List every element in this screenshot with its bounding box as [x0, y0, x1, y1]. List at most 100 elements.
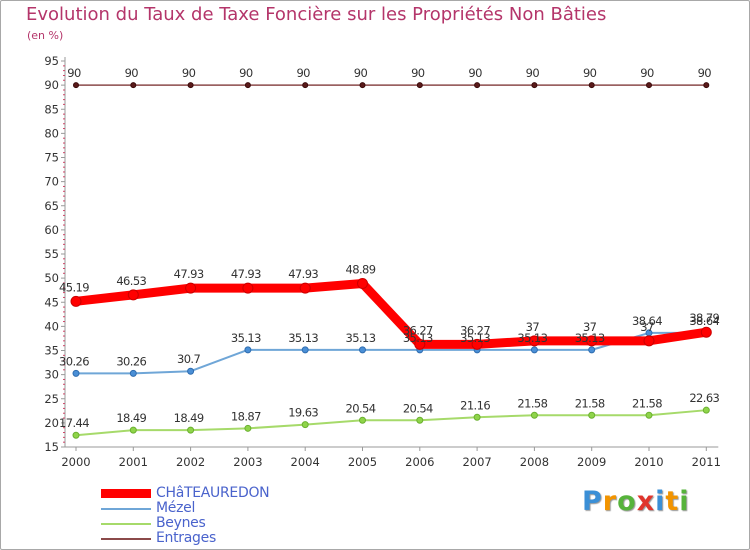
data-point-entrages	[187, 82, 194, 89]
chart-subtitle: (en %)	[27, 29, 64, 42]
data-point-chateauredon	[299, 282, 311, 294]
data-point-mezel	[530, 346, 538, 354]
data-point-mezel	[187, 367, 195, 375]
series-line-mezel	[75, 331, 708, 375]
data-label-entrages: 90	[67, 66, 81, 80]
x-tick-label: 2011	[692, 455, 721, 469]
logo-letter: t	[665, 486, 680, 517]
data-label-mezel: 30.26	[59, 354, 89, 368]
data-label-mezel: 38.64	[632, 314, 662, 328]
data-point-chateauredon	[471, 338, 483, 350]
data-label-chateauredon: 37	[583, 320, 597, 334]
data-label-beynes: 22.63	[689, 391, 719, 405]
data-label-beynes: 21.58	[575, 396, 605, 410]
data-label-chateauredon: 47.93	[174, 267, 204, 281]
data-label-beynes: 19.63	[288, 406, 318, 420]
data-label-entrages: 90	[468, 66, 482, 80]
data-label-entrages: 90	[698, 66, 712, 80]
y-tick-label: 75	[44, 151, 59, 165]
y-tick-label: 45	[44, 295, 59, 309]
legend-label-beynes: Beynes	[156, 515, 206, 531]
y-tick-label: 30	[44, 368, 59, 382]
x-tick-label: 2001	[119, 455, 148, 469]
data-point-chateauredon	[700, 326, 712, 338]
data-label-chateauredon: 36.27	[403, 323, 433, 337]
data-label-mezel: 35.13	[231, 331, 261, 345]
data-point-chateauredon	[127, 289, 139, 301]
data-label-mezel: 35.13	[575, 331, 605, 345]
legend-item-beynes: Beynes	[101, 515, 361, 532]
y-tick-label: 35	[44, 344, 59, 358]
logo-letter: x	[636, 486, 656, 517]
data-point-entrages	[474, 82, 481, 89]
data-label-entrages: 90	[354, 66, 368, 80]
legend: CHâTEAUREDON Mézel Beynes Entrages	[101, 485, 361, 547]
data-point-chateauredon	[528, 335, 540, 347]
data-label-entrages: 90	[526, 66, 540, 80]
data-point-entrages	[244, 82, 251, 89]
legend-swatch-chateauredon	[101, 489, 151, 498]
data-label-entrages: 90	[640, 66, 654, 80]
x-tick-label: 2010	[634, 455, 663, 469]
data-point-mezel	[359, 346, 366, 354]
data-point-beynes	[416, 416, 424, 424]
y-tick-label: 70	[44, 175, 59, 189]
data-label-mezel: 35.13	[288, 331, 318, 345]
data-point-entrages	[130, 82, 137, 89]
y-tick-label: 80	[44, 126, 59, 140]
data-label-chateauredon: 45.19	[59, 280, 89, 294]
legend-swatch-mezel	[101, 508, 151, 510]
data-point-chateauredon	[586, 335, 598, 347]
data-point-beynes	[359, 416, 366, 424]
data-point-beynes	[187, 426, 195, 434]
data-label-entrages: 90	[239, 66, 253, 80]
x-tick-label: 2002	[176, 455, 205, 469]
data-point-entrages	[359, 82, 366, 89]
data-label-mezel: 35.13	[460, 331, 490, 345]
data-point-chateauredon	[185, 282, 197, 294]
data-label-beynes: 20.54	[346, 401, 376, 415]
y-tick-label: 65	[44, 199, 59, 213]
data-point-beynes	[530, 411, 538, 419]
y-tick-label: 55	[44, 247, 59, 261]
data-label-mezel: 35.13	[346, 331, 376, 345]
data-label-beynes: 17.44	[59, 416, 89, 430]
data-point-entrages	[73, 82, 79, 89]
data-label-entrages: 90	[296, 66, 310, 80]
series-line-chateauredon	[71, 278, 711, 349]
series-line-beynes	[75, 409, 708, 437]
data-label-chateauredon: 46.53	[116, 274, 146, 288]
data-label-beynes: 18.49	[174, 411, 204, 425]
data-point-chateauredon	[242, 282, 254, 294]
data-label-entrages: 90	[583, 66, 597, 80]
y-tick-label: 95	[44, 54, 59, 68]
y-tick-label: 90	[44, 78, 59, 92]
data-point-beynes	[473, 413, 481, 421]
data-label-chateauredon: 36.27	[460, 323, 490, 337]
legend-item-mezel: Mézel	[101, 500, 361, 517]
data-point-chateauredon	[357, 277, 368, 289]
data-point-mezel	[301, 346, 309, 354]
x-tick-label: 2008	[520, 455, 549, 469]
data-point-mezel	[588, 346, 596, 354]
data-label-beynes: 18.49	[116, 411, 146, 425]
data-point-chateauredon	[414, 338, 426, 350]
data-label-beynes: 21.58	[632, 396, 662, 410]
y-tick-label: 40	[44, 319, 59, 333]
data-point-beynes	[72, 431, 80, 439]
legend-swatch-beynes	[101, 523, 151, 525]
data-label-entrages: 90	[411, 66, 425, 80]
data-point-beynes	[129, 426, 137, 434]
y-tick-label: 85	[44, 102, 59, 116]
logo-letter: i	[679, 486, 690, 517]
data-label-beynes: 21.58	[517, 396, 547, 410]
data-point-beynes	[301, 421, 309, 429]
data-label-entrages: 90	[182, 66, 196, 80]
data-label-mezel: 35.13	[517, 331, 547, 345]
data-label-mezel: 30.26	[116, 354, 146, 368]
legend-item-entrages: Entrages	[101, 530, 361, 547]
chart-title: Evolution du Taux de Taxe Foncière sur l…	[26, 4, 607, 25]
y-tick-label: 15	[44, 440, 59, 454]
